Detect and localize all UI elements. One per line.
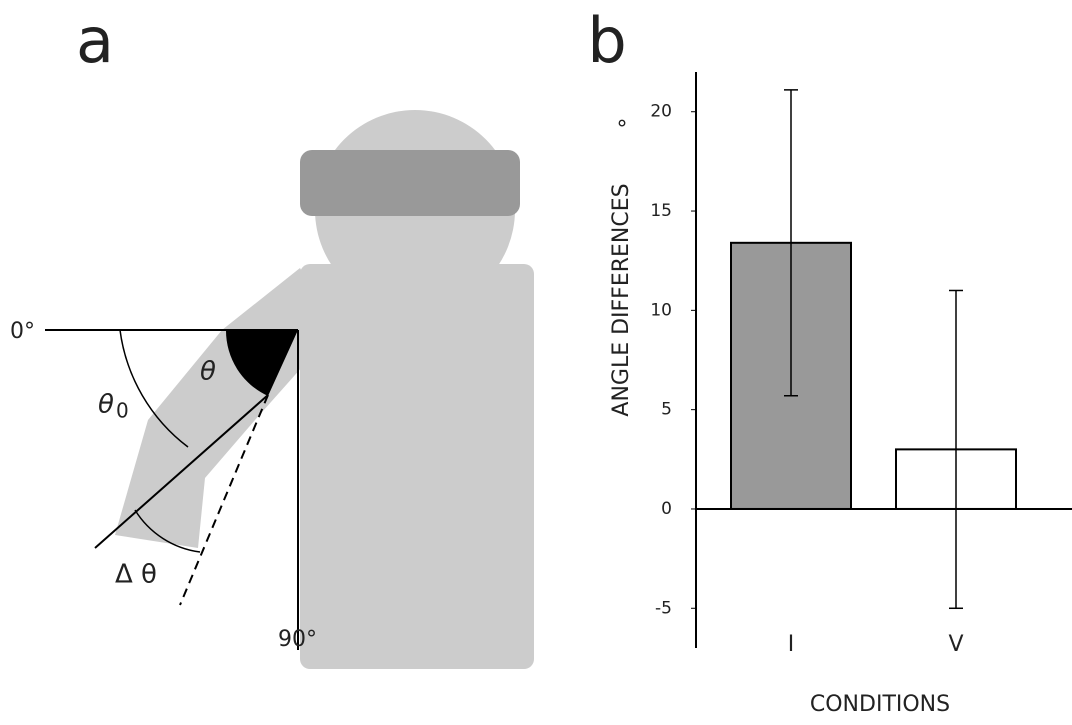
y-tick-label: 15 bbox=[650, 201, 672, 221]
label-delta-theta: Δ θ bbox=[115, 560, 157, 590]
label-theta0: θ bbox=[98, 390, 114, 420]
label-90deg: 90° bbox=[278, 627, 317, 652]
y-axis-unit: ° bbox=[617, 117, 628, 142]
arm-line bbox=[94, 394, 269, 549]
target-line bbox=[179, 394, 269, 606]
blindfold bbox=[300, 150, 520, 216]
label-theta0-sub: 0 bbox=[116, 399, 129, 423]
x-tick-label: I bbox=[788, 632, 795, 657]
diagram: a 0° 90° θ θ 0 Δ θ bbox=[10, 4, 534, 669]
panel-label: b bbox=[587, 4, 626, 77]
y-axis-label: ANGLE DIFFERENCES bbox=[609, 183, 634, 416]
theta-sector bbox=[225, 330, 298, 396]
y-tick-label: 20 bbox=[650, 102, 672, 122]
y-tick-label: -5 bbox=[655, 598, 672, 618]
y-tick-label: 10 bbox=[650, 300, 672, 320]
x-tick-label: V bbox=[948, 632, 963, 657]
y-tick-label: 5 bbox=[661, 400, 672, 420]
bar-chart: b ANGLE DIFFERENCES ° CONDITIONS -5 0 5 10 1… bbox=[587, 4, 1072, 717]
y-tick-label: 0 bbox=[661, 499, 672, 519]
label-theta: θ bbox=[200, 357, 216, 387]
body bbox=[300, 264, 534, 669]
x-axis-label: CONDITIONS bbox=[810, 692, 950, 717]
theta0-arc bbox=[119, 329, 189, 448]
label-0deg: 0° bbox=[10, 319, 35, 344]
panel-label: a bbox=[76, 4, 114, 77]
delta-arc bbox=[134, 509, 201, 553]
